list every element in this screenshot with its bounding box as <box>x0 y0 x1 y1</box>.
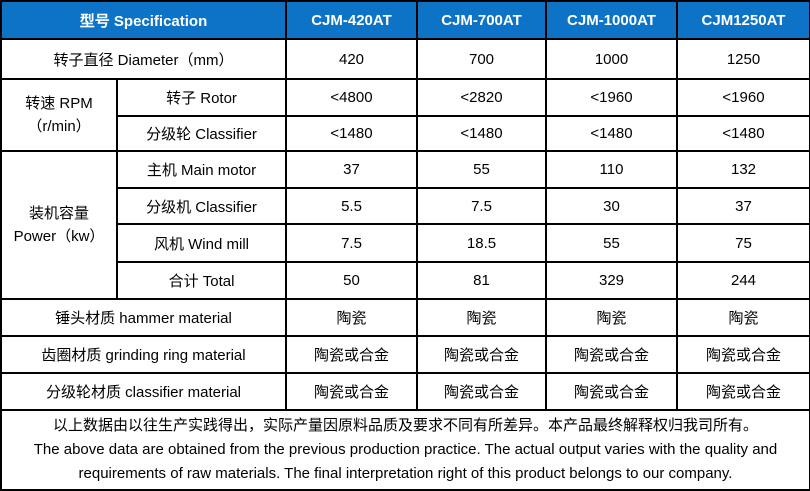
grinding-ring-material-value: 陶瓷或合金 <box>676 335 810 374</box>
spec-header-cell: 型号 Specification <box>0 0 287 40</box>
power-classifier-value: 30 <box>545 187 678 225</box>
model-header-cjm-420at: CJM-420AT <box>285 0 418 40</box>
classifier-material-value: 陶瓷或合金 <box>545 372 678 411</box>
model-header-cjm-700at: CJM-700AT <box>416 0 547 40</box>
table-row-rpm-classifier: 分级轮 Classifier <1480 <1480 <1480 <1480 <box>1 115 810 152</box>
table-row-rpm-rotor: 转速 RPM （r/min） 转子 Rotor <4800 <2820 <196… <box>0 78 810 152</box>
rotor-value: <2820 <box>416 78 547 117</box>
power-group-label: 装机容量 Power（kw） <box>0 150 118 300</box>
table-row-power-main-motor: 装机容量 Power（kw） 主机 Main motor 37 55 110 1… <box>0 150 810 300</box>
hammer-material-value: 陶瓷 <box>416 298 547 337</box>
table-row-footnote: 以上数据由以往生产实践得出，实际产量因原料品质及要求不同有所差异。本产品最终解释… <box>0 409 810 491</box>
diameter-value: 1000 <box>545 38 678 80</box>
total-value: 81 <box>416 261 547 300</box>
main-motor-value: 110 <box>545 150 678 189</box>
hammer-material-value: 陶瓷 <box>285 298 418 337</box>
wind-mill-value: 7.5 <box>285 223 418 263</box>
power-classifier-label: 分级机 Classifier <box>116 187 287 225</box>
table-row-grinding-ring-material: 齿圈材质 grinding ring material 陶瓷或合金 陶瓷或合金 … <box>0 335 810 374</box>
grinding-ring-material-value: 陶瓷或合金 <box>416 335 547 374</box>
rpm-classifier-value: <1480 <box>545 115 678 152</box>
footnote-english: The above data are obtained from the pre… <box>33 441 778 482</box>
rpm-classifier-value: <1480 <box>285 115 418 152</box>
grinding-ring-material-value: 陶瓷或合金 <box>285 335 418 374</box>
grinding-ring-material-label: 齿圈材质 grinding ring material <box>0 335 287 374</box>
main-motor-value: 132 <box>676 150 810 189</box>
hammer-material-label: 锤头材质 hammer material <box>0 298 287 337</box>
classifier-material-label: 分级轮材质 classifier material <box>0 372 287 411</box>
table-header-row: 型号 Specification CJM-420AT CJM-700AT CJM… <box>0 0 810 40</box>
classifier-material-value: 陶瓷或合金 <box>285 372 418 411</box>
diameter-value: 420 <box>285 38 418 80</box>
total-label: 合计 Total <box>116 261 287 300</box>
rotor-value: <1960 <box>676 78 810 117</box>
table-row-power-total: 合计 Total 50 81 329 244 <box>1 261 810 300</box>
rpm-classifier-value: <1480 <box>676 115 810 152</box>
total-value: 244 <box>676 261 810 300</box>
wind-mill-value: 55 <box>545 223 678 263</box>
rpm-group-label: 转速 RPM （r/min） <box>0 78 118 152</box>
main-motor-value: 55 <box>416 150 547 189</box>
table-row-hammer-material: 锤头材质 hammer material 陶瓷 陶瓷 陶瓷 陶瓷 <box>0 298 810 337</box>
total-value: 50 <box>285 261 418 300</box>
power-classifier-value: 7.5 <box>416 187 547 225</box>
classifier-material-value: 陶瓷或合金 <box>676 372 810 411</box>
diameter-value: 1250 <box>676 38 810 80</box>
power-classifier-value: 37 <box>676 187 810 225</box>
diameter-label: 转子直径 Diameter（mm） <box>0 38 287 80</box>
rotor-label: 转子 Rotor <box>116 78 287 117</box>
wind-mill-value: 75 <box>676 223 810 263</box>
main-motor-value: 37 <box>285 150 418 189</box>
total-value: 329 <box>545 261 678 300</box>
grinding-ring-material-value: 陶瓷或合金 <box>545 335 678 374</box>
footnote-cell: 以上数据由以往生产实践得出，实际产量因原料品质及要求不同有所差异。本产品最终解释… <box>0 409 810 491</box>
table-row-power-wind-mill: 风机 Wind mill 7.5 18.5 55 75 <box>1 223 810 263</box>
hammer-material-value: 陶瓷 <box>676 298 810 337</box>
table-row-power-classifier: 分级机 Classifier 5.5 7.5 30 37 <box>1 187 810 225</box>
main-motor-label: 主机 Main motor <box>116 150 287 189</box>
rotor-value: <1960 <box>545 78 678 117</box>
diameter-value: 700 <box>416 38 547 80</box>
rpm-classifier-value: <1480 <box>416 115 547 152</box>
classifier-material-value: 陶瓷或合金 <box>416 372 547 411</box>
table-row-diameter: 转子直径 Diameter（mm） 420 700 1000 1250 <box>0 38 810 80</box>
model-header-cjm-1000at: CJM-1000AT <box>545 0 678 40</box>
model-header-cjm1250at: CJM1250AT <box>676 0 810 40</box>
rpm-classifier-label: 分级轮 Classifier <box>116 115 287 152</box>
power-classifier-value: 5.5 <box>285 187 418 225</box>
hammer-material-value: 陶瓷 <box>545 298 678 337</box>
wind-mill-label: 风机 Wind mill <box>116 223 287 263</box>
footnote-chinese: 以上数据由以往生产实践得出，实际产量因原料品质及要求不同有所差异。本产品最终解释… <box>52 417 758 434</box>
wind-mill-value: 18.5 <box>416 223 547 263</box>
rotor-value: <4800 <box>285 78 418 117</box>
table-row-classifier-material: 分级轮材质 classifier material 陶瓷或合金 陶瓷或合金 陶瓷… <box>0 372 810 411</box>
